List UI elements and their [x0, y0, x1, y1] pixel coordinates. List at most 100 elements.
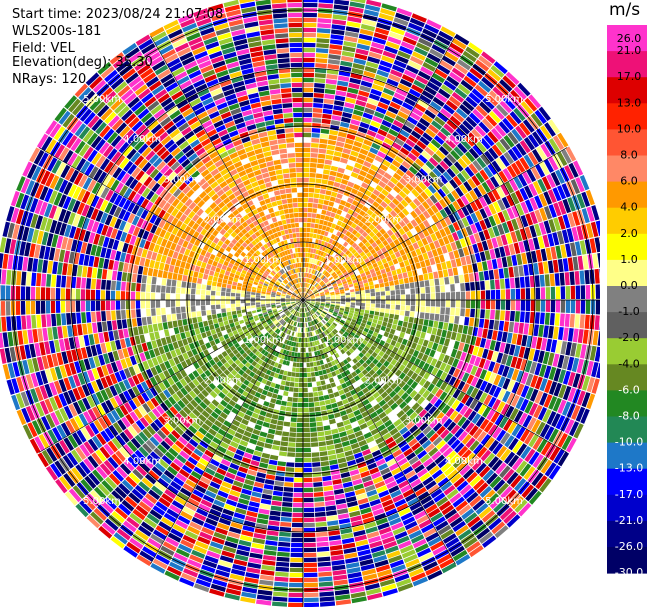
velocity-cell — [395, 294, 401, 300]
velocity-cell — [390, 69, 403, 78]
velocity-cell — [338, 204, 345, 211]
velocity-cell — [303, 227, 307, 233]
velocity-cell — [279, 385, 285, 391]
velocity-cell — [426, 226, 434, 235]
velocity-cell — [404, 120, 416, 130]
velocity-cell — [449, 115, 462, 127]
velocity-cell — [323, 103, 334, 110]
velocity-cell — [271, 393, 278, 399]
velocity-cell — [513, 176, 523, 189]
velocity-cell — [297, 412, 303, 418]
velocity-cell — [496, 186, 506, 198]
velocity-cell — [349, 77, 361, 85]
velocity-cell — [352, 236, 358, 242]
velocity-cell — [330, 234, 336, 240]
velocity-cell — [577, 329, 584, 344]
velocity-cell — [308, 291, 313, 295]
velocity-cell — [383, 262, 389, 269]
velocity-cell — [305, 252, 308, 258]
velocity-cell — [538, 193, 548, 207]
velocity-cell — [303, 57, 315, 63]
velocity-cell — [453, 249, 460, 259]
velocity-cell — [291, 407, 298, 413]
velocity-cell — [323, 169, 330, 175]
velocity-cell — [287, 447, 296, 452]
velocity-cell — [278, 541, 291, 547]
velocity-cell — [450, 307, 455, 316]
velocity-cell — [443, 322, 449, 331]
velocity-cell — [455, 240, 462, 250]
velocity-cell — [394, 223, 402, 231]
velocity-cell — [365, 300, 371, 304]
velocity-cell — [339, 65, 352, 72]
velocity-cell — [356, 214, 363, 221]
velocity-cell — [303, 277, 306, 283]
velocity-cell — [409, 17, 425, 28]
velocity-cell — [528, 238, 535, 251]
velocity-cell — [454, 63, 469, 75]
velocity-cell — [479, 208, 488, 219]
velocity-cell — [285, 406, 292, 412]
velocity-cell — [367, 98, 379, 106]
velocity-cell — [312, 280, 315, 285]
velocity-cell — [432, 96, 445, 107]
velocity-cell — [303, 47, 316, 53]
velocity-cell — [310, 286, 314, 290]
velocity-cell — [329, 459, 338, 466]
velocity-cell — [379, 124, 390, 133]
velocity-cell — [289, 567, 303, 573]
velocity-cell — [443, 226, 451, 236]
velocity-cell — [349, 124, 359, 131]
velocity-cell — [326, 144, 336, 151]
velocity-cell — [289, 427, 297, 433]
velocity-cell — [468, 163, 479, 175]
velocity-cell — [341, 55, 354, 63]
velocity-cell — [574, 241, 582, 256]
velocity-cell — [355, 263, 362, 269]
velocity-cell — [385, 300, 391, 305]
velocity-cell — [465, 225, 473, 236]
velocity-cell — [309, 412, 316, 418]
velocity-cell — [272, 440, 281, 446]
velocity-cell — [434, 116, 446, 127]
velocity-cell — [568, 162, 579, 178]
velocity-cell — [465, 96, 478, 108]
velocity-cell — [332, 14, 347, 21]
velocity-cell — [304, 293, 307, 298]
velocity-cell — [395, 12, 411, 22]
velocity-cell — [265, 540, 278, 546]
velocity-cell — [322, 236, 327, 242]
velocity-cell — [269, 510, 281, 517]
velocity-cell — [303, 337, 306, 343]
velocity-cell — [361, 165, 370, 173]
velocity-cell — [353, 183, 361, 191]
velocity-cell — [359, 269, 365, 275]
velocity-cell — [503, 151, 514, 165]
velocity-cell — [334, 241, 340, 247]
velocity-cell — [395, 87, 408, 97]
velocity-cell — [469, 234, 477, 245]
velocity-cell — [348, 246, 354, 252]
velocity-cell — [438, 321, 444, 330]
velocity-cell — [429, 48, 444, 59]
velocity-cell — [452, 200, 461, 211]
velocity-cell — [375, 224, 383, 231]
velocity-cell — [311, 218, 316, 223]
velocity-cell — [315, 295, 320, 298]
velocity-cell — [345, 295, 351, 298]
velocity-cell — [548, 156, 559, 171]
velocity-cell — [325, 272, 330, 277]
velocity-cell — [318, 441, 326, 447]
velocity-cell — [310, 437, 318, 442]
velocity-cell — [557, 259, 564, 273]
velocity-cell — [303, 492, 314, 498]
velocity-cell — [359, 148, 369, 156]
velocity-cell — [368, 255, 375, 261]
velocity-cell — [306, 237, 310, 243]
velocity-cell — [473, 187, 483, 198]
velocity-cell — [353, 218, 360, 225]
velocity-cell — [325, 295, 331, 298]
velocity-cell — [575, 177, 585, 193]
velocity-cell — [401, 160, 411, 170]
velocity-cell — [581, 191, 591, 207]
